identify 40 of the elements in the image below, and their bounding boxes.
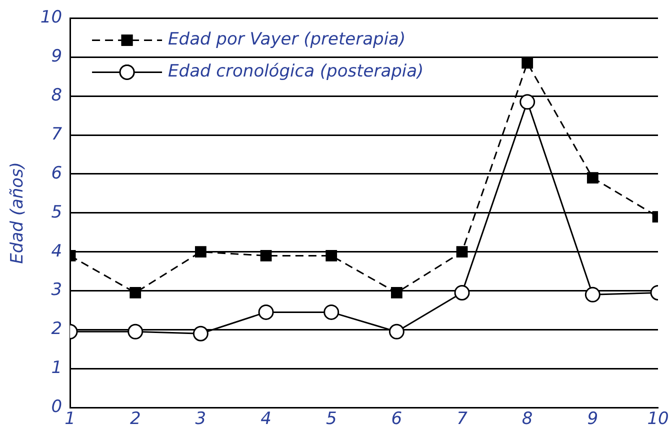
point	[586, 172, 598, 184]
y-tick-label: 3	[51, 280, 62, 300]
x-tick-label: 8	[522, 409, 533, 430]
point	[390, 287, 402, 298]
x-tick-label: 6	[391, 409, 402, 430]
point	[456, 246, 468, 258]
point	[388, 324, 404, 340]
point	[260, 250, 272, 262]
x-tick-label: 3	[195, 409, 206, 430]
point	[584, 286, 600, 302]
y-tick-label: 1	[51, 358, 62, 378]
point	[324, 304, 340, 320]
point	[194, 246, 206, 258]
y-tick-label: 5	[51, 202, 62, 222]
y-tick-label: 8	[51, 86, 62, 106]
legend-label: Edad cronológica (posterapia)	[168, 62, 424, 82]
point	[128, 324, 144, 340]
x-tick-label: 5	[326, 409, 337, 430]
x-tick-label: 7	[456, 409, 468, 430]
point	[326, 250, 338, 262]
legend-label: Edad por Vayer (preterapia)	[168, 30, 406, 50]
x-tick-label: 9	[587, 409, 598, 430]
point	[130, 287, 142, 298]
point	[520, 94, 536, 110]
y-tick-label: 7	[51, 124, 62, 144]
point	[192, 326, 208, 342]
y-tick-label: 6	[51, 163, 62, 184]
x-tick-label: 4	[260, 409, 272, 430]
y-tick-label: 10	[40, 8, 62, 28]
point	[522, 57, 534, 69]
x-tick-label: 1	[64, 409, 76, 430]
y-tick-label: 2	[51, 319, 62, 340]
y-axis-title: Edad (años)	[8, 162, 28, 264]
y-tick-label: 0	[51, 397, 62, 418]
x-tick-label: 10	[647, 409, 669, 430]
y-tick-label: 4	[51, 241, 62, 262]
point	[454, 284, 470, 300]
y-tick-label: 9	[51, 46, 62, 67]
x-tick-label: 2	[130, 409, 141, 430]
point	[258, 304, 274, 320]
